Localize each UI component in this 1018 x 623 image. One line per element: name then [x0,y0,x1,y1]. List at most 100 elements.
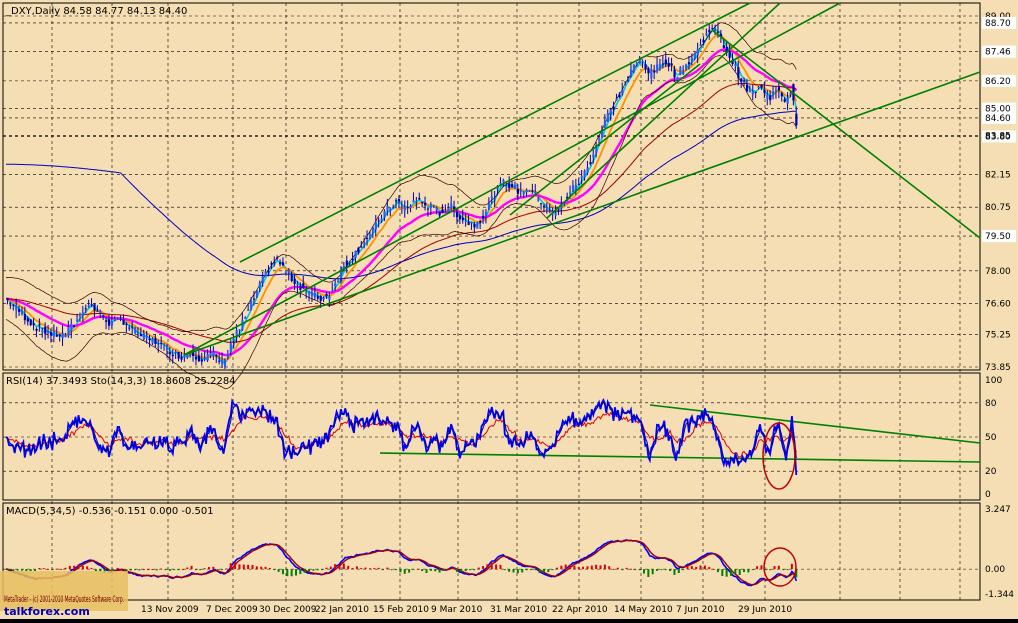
macd-histogram-bar [238,564,241,570]
candle-body [716,31,720,33]
candle-body [200,359,203,362]
candle-body [38,324,41,326]
candle-body [47,332,50,334]
macd-histogram-bar [386,567,389,570]
candle-body [134,328,137,333]
candle-body [223,363,227,367]
candle-body [406,206,409,208]
time-label: 22 Apr 2010 [552,605,608,615]
macd-panel-title: MACD(5,34,5) -0.536 -0.151 0.000 -0.501 [6,506,214,517]
macd-level-label: 0.00 [985,565,1005,575]
macd-histogram-bar [73,565,76,570]
macd-histogram-bar [121,568,123,570]
macd-histogram-bar [773,566,776,570]
macd-histogram-bar [551,569,554,571]
trendline [183,2,841,356]
candle-body [281,262,285,266]
macd-histogram-bar [168,569,171,571]
candle-body [508,183,511,189]
candle-body [600,129,604,138]
macd-histogram-bar [725,569,728,577]
candle-body [421,201,424,203]
candle-body [29,319,32,326]
price-label: 75.25 [985,331,1011,341]
lower-band-line [5,55,797,389]
price-label: 80.75 [985,203,1011,213]
candle-body [23,314,27,321]
candle-body [574,185,578,190]
candle-body [743,80,746,82]
candle-body [624,81,627,83]
candle-body [168,352,172,355]
macd-histogram-bar [77,564,80,570]
macd-histogram-bar [251,565,254,570]
macd-histogram-bar [499,564,502,570]
price-label: 79.50 [985,232,1011,242]
candle-body [511,184,514,188]
candle-body [490,196,493,199]
candle-body [757,86,760,88]
macd-histogram-bar [281,569,284,575]
macd-histogram-bar [47,568,50,570]
candle-body [189,354,192,356]
rsi-level-label: 0 [985,490,991,500]
macd-histogram-bar [656,569,659,571]
candle-body [734,64,737,67]
candle-body [745,84,749,92]
price-axis: 89.0088.7087.4686.2085.0084.6083.8083.85… [982,12,1016,600]
macd-histogram-bar [738,569,741,575]
macd-histogram-bar [790,563,793,570]
macd-histogram-bar [116,567,119,570]
candle-body [664,59,667,65]
time-label: 7 Dec 2009 [206,605,258,615]
candle-body [656,64,659,72]
candle-body [276,257,279,259]
candle-body [366,238,369,240]
candle-body [308,291,311,295]
main-panel-frame [2,2,981,371]
macd-histogram-bar [38,568,41,570]
macd-histogram-bar [586,566,589,570]
macd-histogram-bar [751,569,754,571]
candle-body [493,198,496,200]
candle-body [786,97,789,104]
macd-histogram-bar [7,569,10,571]
candle-body [360,246,363,248]
time-label: 30 Dec 2009 [259,605,317,615]
macd-histogram-bar [564,564,567,570]
candle-body [708,29,711,33]
macd-histogram-bar [151,569,154,571]
macd-histogram-bar [382,569,384,571]
candle-body [673,69,676,78]
macd-histogram-bar [651,569,654,575]
candle-body [400,205,404,207]
candle-body [432,205,435,207]
macd-histogram-bar [547,569,550,572]
candle-body [41,330,44,333]
candle-body [334,282,337,287]
macd-histogram-bar [342,563,345,570]
candle-body [737,67,740,78]
macd-histogram-bar [377,567,380,570]
macd-histogram-bar [486,564,489,570]
macd-histogram-bar [173,569,176,571]
candle-body [235,330,238,336]
candle-body [238,329,241,331]
candle-body [740,78,743,82]
candle-body [386,206,389,211]
macd-histogram-bar [490,562,493,570]
candle-body [644,64,647,70]
macd-histogram-bar [177,569,180,571]
candle-body [412,200,415,203]
candle-body [621,89,624,94]
macd-histogram-bar [25,569,28,572]
candle-body [247,309,250,311]
candle-body [15,305,18,311]
candle-body [35,329,38,331]
macd-histogram-bar [573,565,576,570]
candle-body [441,209,444,214]
candle-body [73,325,76,327]
macd-histogram-bar [160,568,163,570]
candle-body [563,203,566,205]
